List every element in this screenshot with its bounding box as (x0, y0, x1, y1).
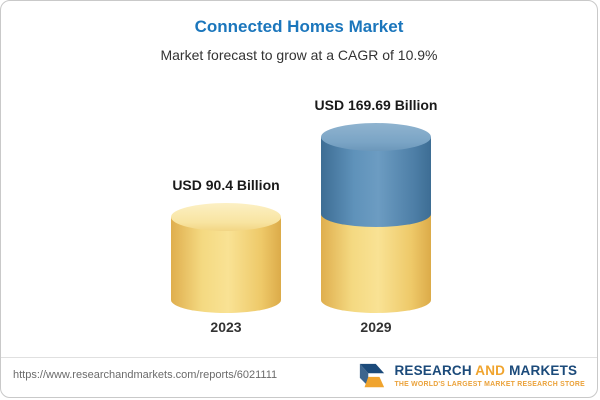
researchandmarkets-logo-icon (360, 363, 385, 388)
category-label-2023: 2023 (210, 319, 242, 335)
category-label-2029: 2029 (360, 319, 392, 335)
researchandmarkets-logo-text: RESEARCH AND MARKETS THE WORLD'S LARGEST… (394, 363, 585, 388)
bar-2023-cylinder (171, 203, 281, 313)
bar-2029-cylinder (321, 123, 431, 313)
researchandmarkets-logo: RESEARCH AND MARKETS THE WORLD'S LARGEST… (357, 362, 585, 390)
report-url: https://www.researchandmarkets.com/repor… (13, 369, 278, 381)
chart-subtitle: Market forecast to grow at a CAGR of 10.… (160, 47, 438, 63)
bar-2023-top-cap (171, 203, 281, 231)
logo-word-markets: MARKETS (509, 363, 578, 379)
bar-2029-segment-growth (321, 137, 431, 227)
bar-2029-top-cap (321, 123, 431, 151)
chart-title: Connected Homes Market (194, 17, 404, 36)
value-label-2023: USD 90.4 Billion (172, 177, 280, 193)
logo-tagline: THE WORLD'S LARGEST MARKET RESEARCH STOR… (394, 380, 585, 388)
value-label-2029: USD 169.69 Billion (314, 97, 438, 113)
footer-divider (1, 357, 597, 358)
logo-wordmark: RESEARCH AND MARKETS (394, 363, 585, 379)
bar-2023-segment-base (171, 217, 281, 313)
logo-word-research: RESEARCH (394, 363, 472, 379)
logo-word-and: AND (475, 363, 506, 379)
